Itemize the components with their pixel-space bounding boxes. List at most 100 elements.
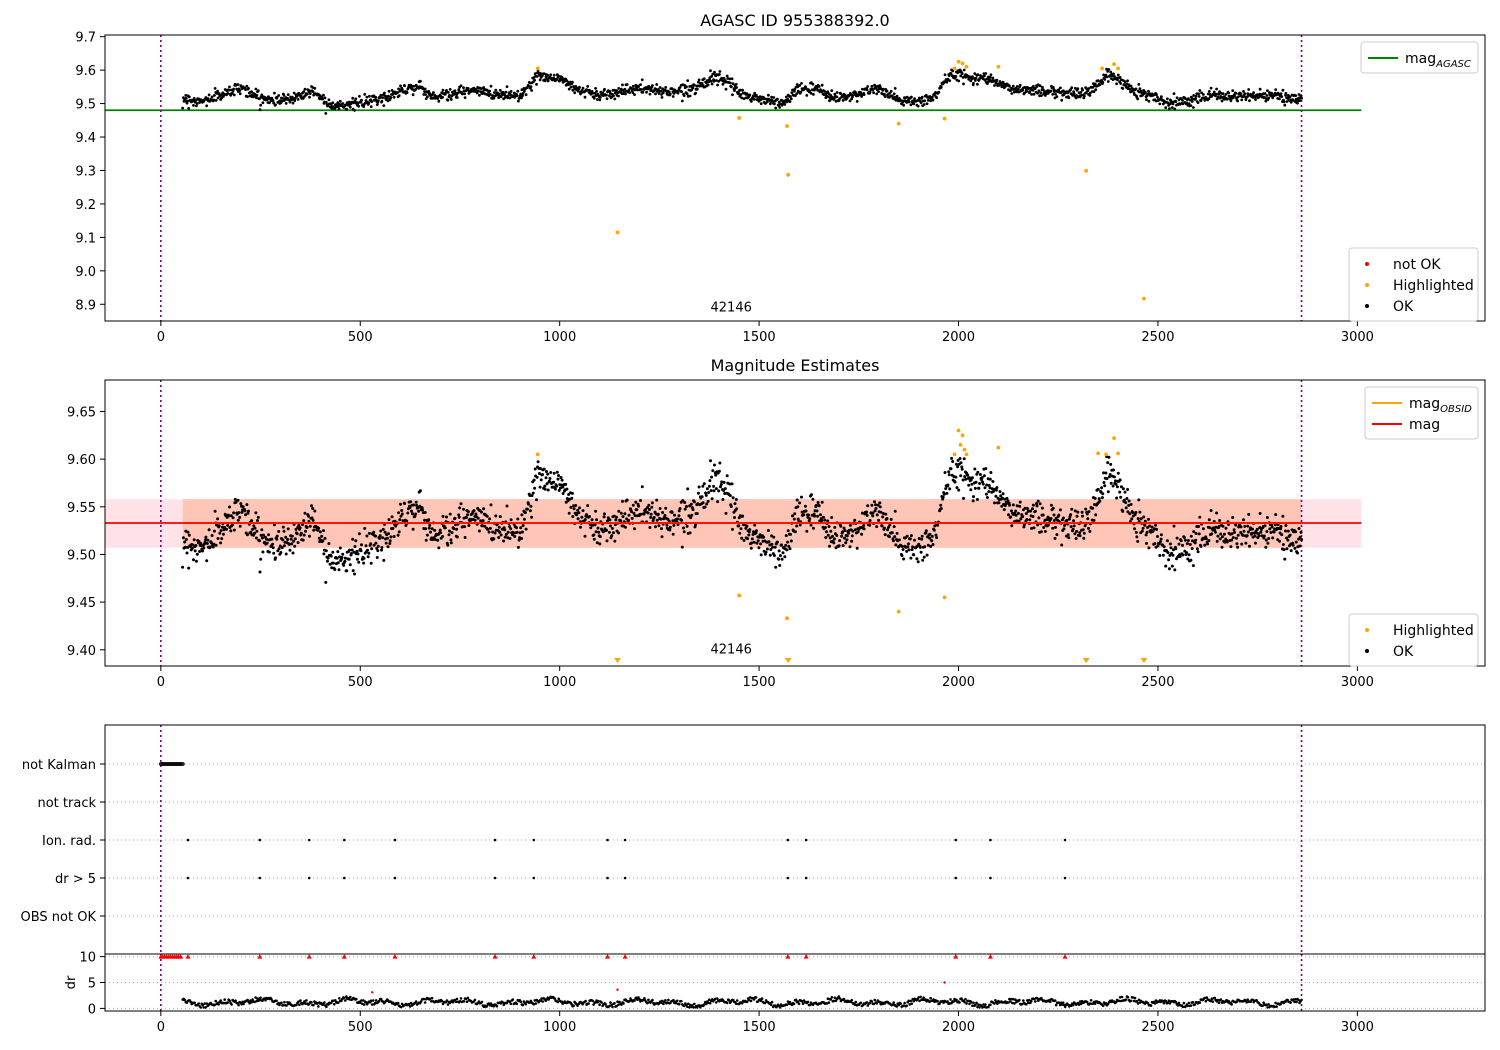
dr-point	[917, 996, 920, 999]
ok-point	[515, 530, 519, 534]
ok-point	[497, 525, 501, 529]
ok-point	[1051, 92, 1055, 96]
ok-point	[912, 553, 916, 557]
legend-label: OK	[1393, 299, 1414, 315]
ok-point	[1008, 84, 1011, 88]
ok-point	[1243, 524, 1247, 528]
dr-point	[374, 999, 378, 1002]
ok-point	[375, 103, 379, 106]
ion-rad-point	[307, 838, 311, 842]
ok-point	[392, 95, 396, 99]
ok-point	[578, 506, 581, 510]
ok-point	[754, 529, 758, 533]
ok-point	[705, 502, 709, 506]
ok-point	[1030, 526, 1034, 530]
ok-point	[557, 489, 561, 492]
dr-point	[1054, 1003, 1058, 1007]
ok-point	[816, 88, 819, 92]
ok-point	[236, 83, 240, 86]
ok-point	[665, 523, 669, 527]
ok-point	[680, 99, 684, 103]
ok-point	[247, 509, 250, 513]
ok-point	[310, 504, 313, 508]
ok-point	[397, 87, 400, 91]
ok-point	[1170, 106, 1174, 109]
ok-point	[520, 88, 524, 92]
ok-point	[1042, 526, 1046, 529]
ok-point	[923, 545, 927, 549]
legend-label: OK	[1393, 644, 1414, 660]
ok-point	[722, 480, 726, 484]
dr-point	[304, 1002, 307, 1005]
ok-point	[1069, 513, 1073, 517]
ok-point	[892, 92, 896, 96]
ok-point	[589, 526, 593, 530]
ok-point	[1036, 91, 1039, 95]
ok-point	[1039, 530, 1043, 534]
ok-point	[293, 96, 297, 100]
ok-point	[617, 509, 621, 513]
ok-point	[221, 532, 225, 536]
ok-point	[311, 86, 315, 89]
ok-point	[505, 504, 509, 508]
ok-point	[1140, 529, 1144, 533]
ok-point	[423, 90, 426, 93]
ok-point	[433, 538, 437, 541]
ok-point	[1073, 509, 1077, 513]
ok-point	[731, 527, 734, 531]
dr-point	[259, 996, 262, 999]
ok-point	[661, 87, 664, 91]
ok-point	[907, 548, 911, 552]
dr-point	[264, 999, 267, 1002]
dr-gt-5-point	[493, 876, 497, 880]
highlighted-point	[1116, 66, 1120, 71]
ok-point	[331, 101, 335, 105]
ok-point	[848, 99, 852, 103]
ok-point	[709, 459, 712, 463]
ok-point	[893, 87, 897, 90]
ok-point	[347, 557, 351, 561]
ok-point	[539, 72, 542, 75]
ok-point	[752, 97, 756, 101]
ok-point	[1153, 542, 1157, 546]
ok-point	[1139, 517, 1143, 521]
ok-point	[905, 95, 909, 99]
ok-point	[721, 82, 725, 86]
ok-point	[895, 531, 899, 535]
ok-point	[1158, 102, 1162, 106]
ok-point	[535, 75, 539, 78]
ok-point	[453, 516, 457, 520]
highlighted-point	[786, 172, 791, 177]
ok-point	[1018, 504, 1022, 508]
ok-point	[1109, 462, 1113, 466]
ok-point	[601, 530, 605, 534]
ok-point	[888, 523, 892, 527]
ok-point	[944, 487, 948, 491]
ok-point	[614, 518, 618, 522]
dr-point	[735, 999, 739, 1002]
ok-point	[1203, 98, 1207, 102]
legend-upper: magAGASC	[1360, 41, 1479, 74]
ok-point	[1116, 471, 1120, 475]
ok-point	[466, 87, 470, 90]
ok-point	[424, 527, 428, 531]
ok-point	[634, 500, 638, 504]
ok-point	[227, 88, 231, 92]
ok-point	[942, 81, 946, 84]
ok-point	[544, 470, 548, 473]
ok-point	[530, 89, 533, 92]
ok-point	[691, 86, 695, 90]
ok-point	[1250, 531, 1254, 535]
ok-point	[1266, 541, 1270, 545]
ok-point	[443, 92, 447, 96]
ok-point	[359, 100, 363, 104]
ok-point	[1218, 519, 1222, 522]
ok-point	[367, 531, 371, 535]
ok-point	[989, 73, 993, 77]
dr-point	[662, 1002, 665, 1006]
ok-point	[404, 524, 408, 527]
dr-point	[680, 999, 683, 1003]
ok-point	[707, 484, 711, 488]
